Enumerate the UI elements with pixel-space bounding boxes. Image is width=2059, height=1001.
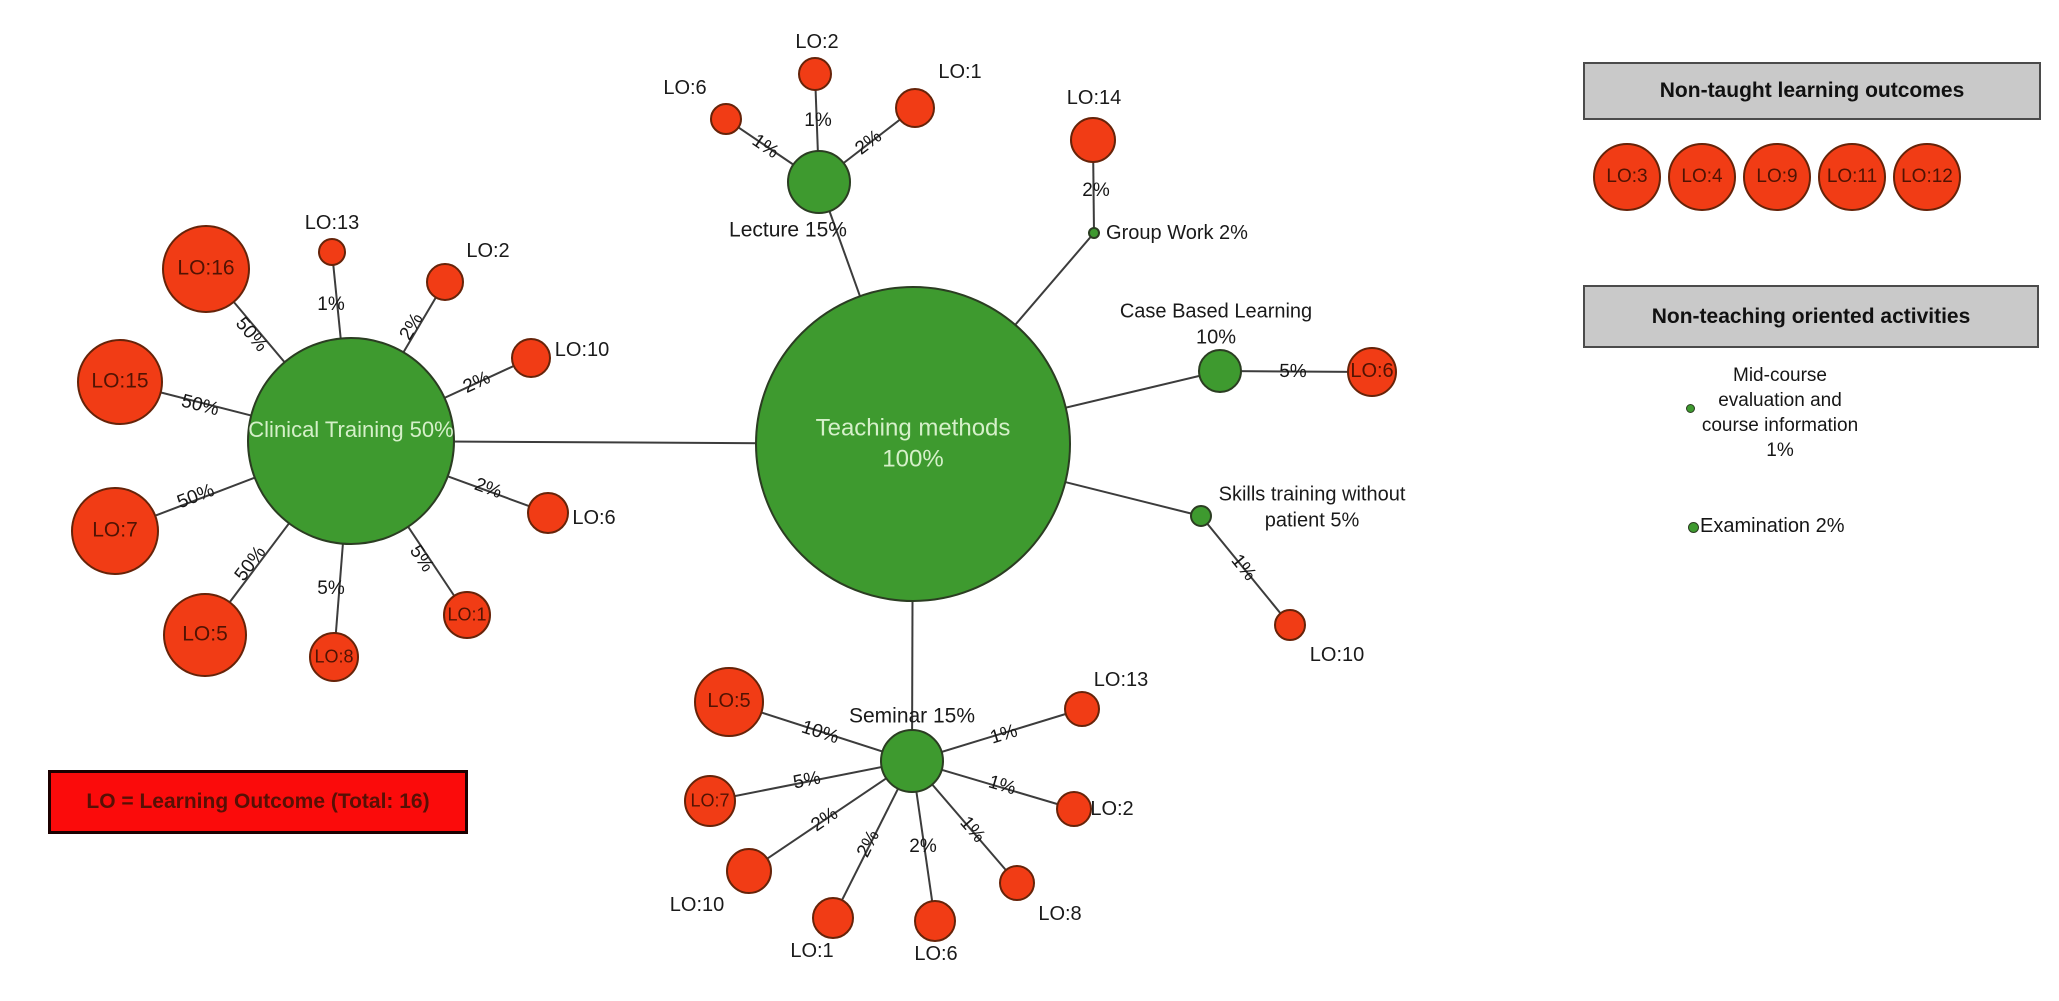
- node-lecture: [787, 150, 851, 214]
- node-seminar: [880, 729, 944, 793]
- node-lo8-clinical: [309, 632, 359, 682]
- examination-dot-icon: [1688, 522, 1699, 533]
- legend-non-taught-panel: Non-taught learning outcomes: [1583, 62, 2041, 120]
- node-lo6-casebased: [1347, 347, 1397, 397]
- node-lo10-skills: [1274, 609, 1306, 641]
- label-lo1-lecture: LO:1: [938, 61, 982, 84]
- label-lo13-clinical: LO:13: [304, 212, 360, 235]
- node-lo10-seminar: [726, 848, 772, 894]
- node-lo1-lecture: [895, 88, 935, 128]
- edge-seminar-lo7-seminar: [709, 760, 913, 802]
- label-lo1-clinical: LO:1: [447, 604, 487, 625]
- label-lo5-seminar: LO:5: [707, 690, 751, 713]
- legend-outcome-lo4: LO:4: [1668, 143, 1736, 211]
- label-lo5-clinical: LO:5: [182, 622, 228, 646]
- label-lo6-casebased: LO:6: [1350, 360, 1394, 383]
- node-lo6-seminar: [914, 900, 956, 942]
- edge-label-group-work-lo14-groupwork: 2%: [1082, 180, 1110, 201]
- legend-non-taught-circles: LO:3 LO:4 LO:9 LO:11 LO:12: [1593, 143, 1961, 211]
- label-lo6-clinical: LO:6: [572, 507, 616, 530]
- midcourse-line-2: evaluation and: [1718, 390, 1842, 411]
- midcourse-label: Mid-course evaluation and course informa…: [1665, 363, 1895, 463]
- node-lo6-lecture: [710, 103, 742, 135]
- edge-label-clinical-training-lo8-clinical: 5%: [317, 578, 345, 599]
- label-lo2-clinical: LO:2: [466, 240, 510, 263]
- examination-label: Examination 2%: [1700, 515, 1845, 537]
- node-lo5-clinical: [163, 593, 247, 677]
- node-lo1-seminar: [812, 897, 854, 939]
- label-lo6-seminar: LO:6: [914, 943, 958, 966]
- label-lecture: Lecture 15%: [729, 218, 847, 242]
- node-lo5-seminar: [694, 667, 764, 737]
- node-lo13-seminar: [1064, 691, 1100, 727]
- legend-non-taught-title: Non-taught learning outcomes: [1659, 79, 1965, 102]
- node-clinical-training: [247, 337, 455, 545]
- legend-non-teaching-title: Non-teaching oriented activities: [1651, 304, 1971, 328]
- legend-outcome-lo11: LO:11: [1818, 143, 1886, 211]
- label-lo14-groupwork: LO:14: [1066, 87, 1122, 110]
- node-lo7-clinical: [71, 487, 159, 575]
- node-group-work: [1088, 227, 1100, 239]
- label-lo6-lecture: LO:6: [663, 77, 707, 100]
- label-group-work: Group Work 2%: [1106, 222, 1248, 245]
- label-lo8-seminar: LO:8: [1038, 903, 1082, 926]
- label-lo10-skills: LO:10: [1309, 644, 1365, 667]
- label-lo2-seminar: LO:2: [1090, 798, 1134, 821]
- label-case-based-learning: Case Based Learning 10%: [1119, 300, 1313, 348]
- node-lo2-clinical: [426, 263, 464, 301]
- label-skills-training: Skills training without patient 5%: [1218, 483, 1406, 531]
- node-lo2-seminar: [1056, 791, 1092, 827]
- label-lo7-clinical: LO:7: [92, 518, 138, 542]
- edge-label-case-based-learning-lo6-casebased: 5%: [1279, 360, 1307, 383]
- node-lo6-clinical: [527, 492, 569, 534]
- label-lo8-clinical: LO:8: [314, 646, 354, 667]
- node-lo10-clinical: [511, 338, 551, 378]
- node-lo14-groupwork: [1070, 117, 1116, 163]
- label-lo7-seminar: LO:7: [690, 790, 730, 811]
- node-lo1-clinical: [443, 591, 491, 639]
- label-lo1-seminar: LO:1: [790, 940, 834, 963]
- label-lo10-clinical: LO:10: [554, 339, 610, 362]
- node-lo8-seminar: [999, 865, 1035, 901]
- edge-case-based-learning-lo6-casebased: [1219, 370, 1373, 373]
- node-lo16-clinical: [162, 225, 250, 313]
- legend-non-teaching-panel: Non-teaching oriented activities: [1583, 285, 2039, 348]
- midcourse-line-1: Mid-course: [1733, 365, 1827, 386]
- label-lo2-lecture: LO:2: [795, 31, 839, 54]
- node-case-based-learning: [1198, 349, 1242, 393]
- edge-skills-training-lo10-skills: [1200, 515, 1291, 626]
- label-lo10-seminar: LO:10: [669, 894, 725, 917]
- label-lo13-seminar: LO:13: [1093, 669, 1149, 692]
- note-text: LO = Learning Outcome (Total: 16): [86, 790, 430, 813]
- edge-label-lecture-lo2-lecture: 1%: [804, 110, 832, 131]
- note-box: LO = Learning Outcome (Total: 16): [48, 770, 468, 834]
- legend-outcome-lo12: LO:12: [1893, 143, 1961, 211]
- label-lo15-clinical: LO:15: [91, 369, 149, 393]
- node-teaching-methods: [755, 286, 1071, 602]
- midcourse-dot-icon: [1686, 404, 1695, 413]
- node-lo7-seminar: [684, 775, 736, 827]
- node-lo13-clinical: [318, 238, 346, 266]
- label-seminar: Seminar 15%: [848, 704, 976, 728]
- edge-label-clinical-training-lo13-clinical: 1%: [317, 294, 345, 315]
- legend-outcome-lo3: LO:3: [1593, 143, 1661, 211]
- node-skills-training: [1190, 505, 1212, 527]
- label-teaching-methods: Teaching methods 100%: [815, 414, 1011, 472]
- node-lo15-clinical: [77, 339, 163, 425]
- midcourse-line-4: 1%: [1766, 440, 1794, 461]
- edge-label-seminar-lo6-seminar: 2%: [909, 836, 937, 857]
- midcourse-line-3: course information: [1701, 415, 1859, 436]
- label-lo16-clinical: LO:16: [177, 256, 235, 280]
- label-clinical-training: Clinical Training 50%: [248, 416, 454, 442]
- node-lo2-lecture: [798, 57, 832, 91]
- legend-outcome-lo9: LO:9: [1743, 143, 1811, 211]
